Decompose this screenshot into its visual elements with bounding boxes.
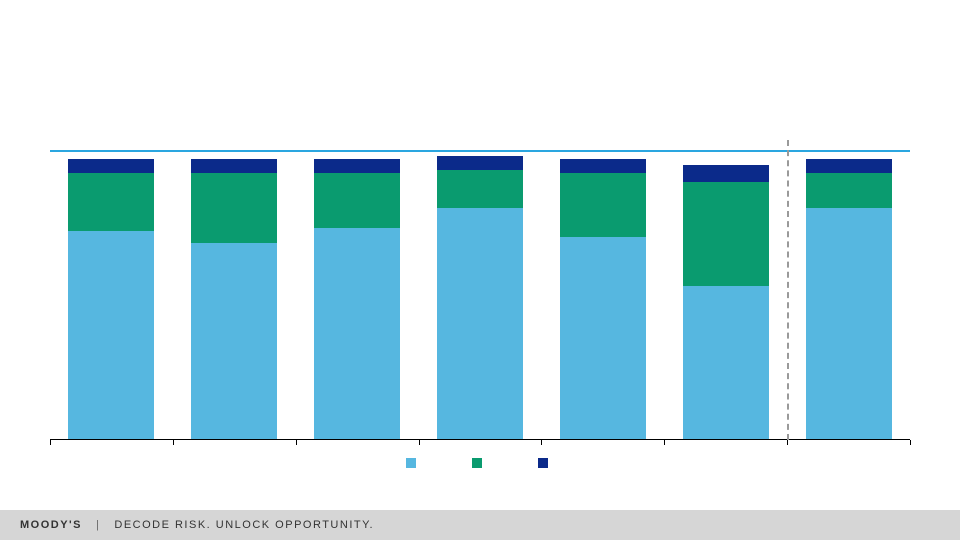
footer-brand: MOODY'S [20, 519, 82, 531]
bar [68, 159, 154, 440]
bar-segment [68, 173, 154, 231]
bar-segment [683, 165, 769, 182]
bar-segment [314, 228, 400, 440]
legend-swatch [472, 458, 482, 468]
x-tick [419, 440, 420, 445]
legend-swatch [538, 458, 548, 468]
bar [683, 165, 769, 441]
bar [806, 159, 892, 440]
footer-tagline: DECODE RISK. UNLOCK OPPORTUNITY. [114, 519, 374, 531]
bar-segment [191, 243, 277, 440]
bar-segment [560, 173, 646, 237]
x-tick [296, 440, 297, 445]
footer-separator: | [96, 519, 100, 531]
bar [191, 159, 277, 440]
legend-swatch [406, 458, 416, 468]
legend [50, 458, 910, 468]
bar-segment [68, 231, 154, 440]
bar-segment [437, 170, 523, 208]
bar-segment [683, 182, 769, 286]
bar-segment [560, 159, 646, 174]
bar-segment [437, 208, 523, 440]
stacked-bar-chart [50, 150, 910, 440]
legend-item [538, 458, 554, 468]
x-tick [910, 440, 911, 445]
bar [314, 159, 400, 440]
footer-bar: MOODY'S | DECODE RISK. UNLOCK OPPORTUNIT… [0, 510, 960, 540]
bar-segment [314, 173, 400, 228]
legend-item [472, 458, 488, 468]
bar-segment [560, 237, 646, 440]
x-tick [50, 440, 51, 445]
bars-container [50, 150, 910, 440]
bar-segment [68, 159, 154, 174]
bar-segment [806, 159, 892, 174]
x-tick [173, 440, 174, 445]
bar-segment [191, 173, 277, 243]
legend-item [406, 458, 422, 468]
bar-segment [314, 159, 400, 174]
x-tick [541, 440, 542, 445]
bar [560, 159, 646, 440]
bar-segment [683, 286, 769, 440]
bar-segment [806, 173, 892, 208]
bar [437, 156, 523, 440]
bar-segment [437, 156, 523, 171]
group-divider [787, 140, 789, 440]
x-tick [787, 440, 788, 445]
bar-segment [191, 159, 277, 174]
bar-segment [806, 208, 892, 440]
x-tick [664, 440, 665, 445]
x-axis [50, 439, 910, 440]
